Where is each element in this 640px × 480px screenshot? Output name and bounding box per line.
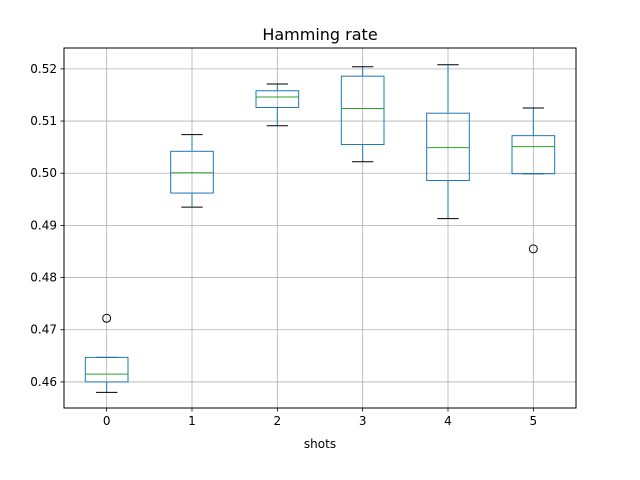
y-tick-label: 0.52	[30, 62, 57, 76]
chart-title: Hamming rate	[262, 25, 377, 44]
y-tick-label: 0.47	[30, 323, 57, 337]
plot-frame	[63, 47, 577, 409]
outlier-point	[528, 244, 538, 254]
iqr-box	[170, 150, 214, 194]
iqr-box	[511, 135, 556, 175]
x-axis-label: shots	[304, 437, 336, 451]
iqr-box	[340, 75, 385, 146]
y-tick-label: 0.49	[30, 218, 57, 232]
box-plot-4	[426, 64, 470, 220]
outlier-point	[102, 313, 112, 323]
x-tick-label: 3	[359, 414, 367, 428]
y-tick-label: 0.50	[30, 166, 57, 180]
x-tick-label: 0	[103, 414, 111, 428]
y-tick-label: 0.48	[30, 271, 57, 285]
iqr-box	[84, 356, 129, 383]
y-tick-label: 0.46	[30, 375, 57, 389]
box-plot-2	[255, 83, 300, 127]
x-tick-label: 4	[444, 414, 452, 428]
iqr-box	[255, 90, 300, 108]
grid-lines	[64, 48, 576, 408]
x-tick-label: 2	[274, 414, 282, 428]
box-plot-0	[84, 313, 129, 393]
box-plot-3	[340, 66, 385, 163]
y-axis: 0.46 0.47 0.48 0.49 0.50 0.51 0.52	[30, 62, 64, 389]
iqr-box	[426, 112, 470, 182]
x-tick-label: 5	[530, 414, 538, 428]
box-plot-1	[170, 134, 214, 208]
box-plots	[84, 64, 556, 393]
x-tick-label: 1	[188, 414, 196, 428]
y-tick-label: 0.51	[30, 114, 57, 128]
box-plot-5	[511, 107, 556, 254]
x-axis: 0 1 2 3 4 5	[103, 408, 537, 428]
